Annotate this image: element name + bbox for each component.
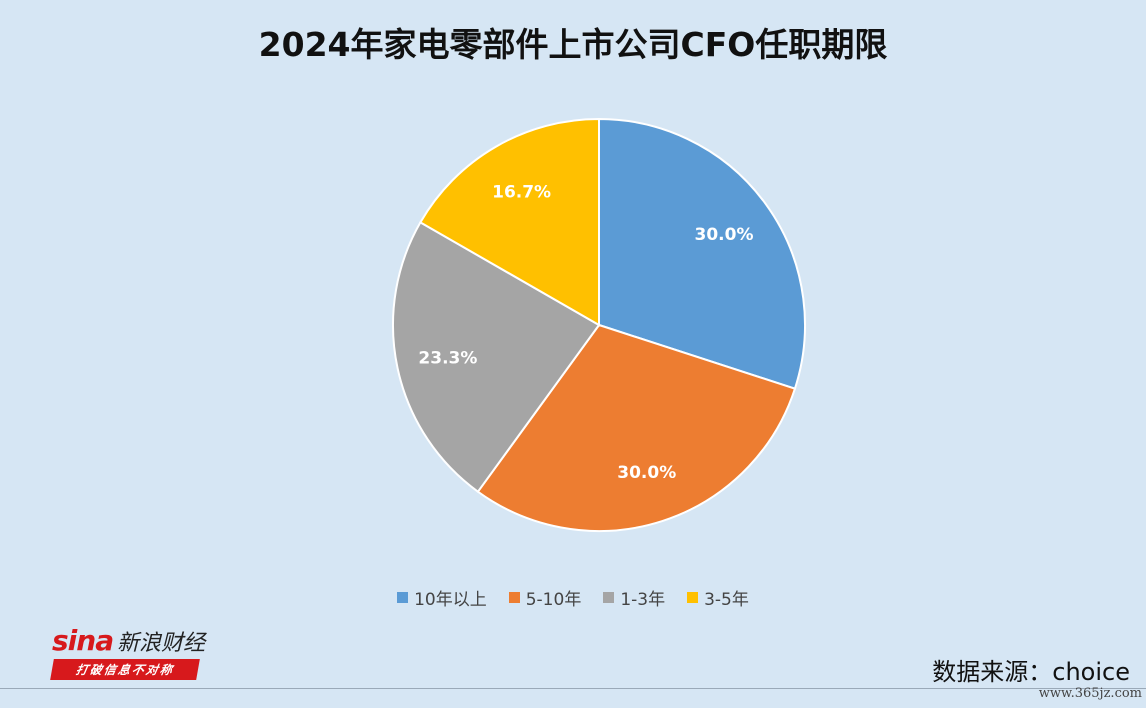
legend-swatch [508, 592, 520, 603]
legend-item-1: 10年以上 [397, 585, 487, 610]
watermark: www.365jz.com [1038, 686, 1142, 701]
pie-slice-1 [598, 117, 806, 390]
sina-logo-text: sina [52, 624, 114, 657]
legend-swatch [603, 592, 615, 603]
pie-data-label-4: 16.7% [492, 182, 551, 202]
legend-label: 1-3年 [620, 590, 666, 610]
sina-finance-logo: sina 新浪财经 打破信息不对称 [50, 624, 206, 680]
pie-data-label-2: 30.0% [617, 463, 676, 483]
pie-data-label-3: 23.3% [418, 348, 477, 368]
legend-item-2: 5-10年 [508, 585, 582, 610]
pie-slice-4 [419, 117, 600, 327]
pie-data-label-1: 30.0% [695, 225, 754, 245]
legend: 10年以上 5-10年 1-3年 3-5年 [0, 585, 1146, 610]
legend-label: 10年以上 [414, 590, 487, 610]
legend-label: 5-10年 [525, 590, 582, 610]
divider [0, 688, 1146, 689]
pie-chart: 30.0% 30.0% 23.3% 16.7% [392, 117, 806, 533]
legend-item-4: 3-5年 [687, 585, 749, 610]
pie-slice-2 [476, 323, 797, 533]
chart-title: 2024年家电零部件上市公司CFO任职期限 [258, 25, 888, 64]
sina-logo-cn: 新浪财经 [117, 630, 206, 656]
legend-label: 3-5年 [704, 590, 749, 610]
pie-slice-3 [392, 221, 601, 494]
legend-swatch [397, 592, 409, 603]
sina-slogan: 打破信息不对称 [50, 659, 200, 680]
data-source: 数据来源：choice [932, 658, 1130, 686]
legend-swatch [687, 592, 699, 603]
legend-item-3: 1-3年 [603, 585, 665, 610]
